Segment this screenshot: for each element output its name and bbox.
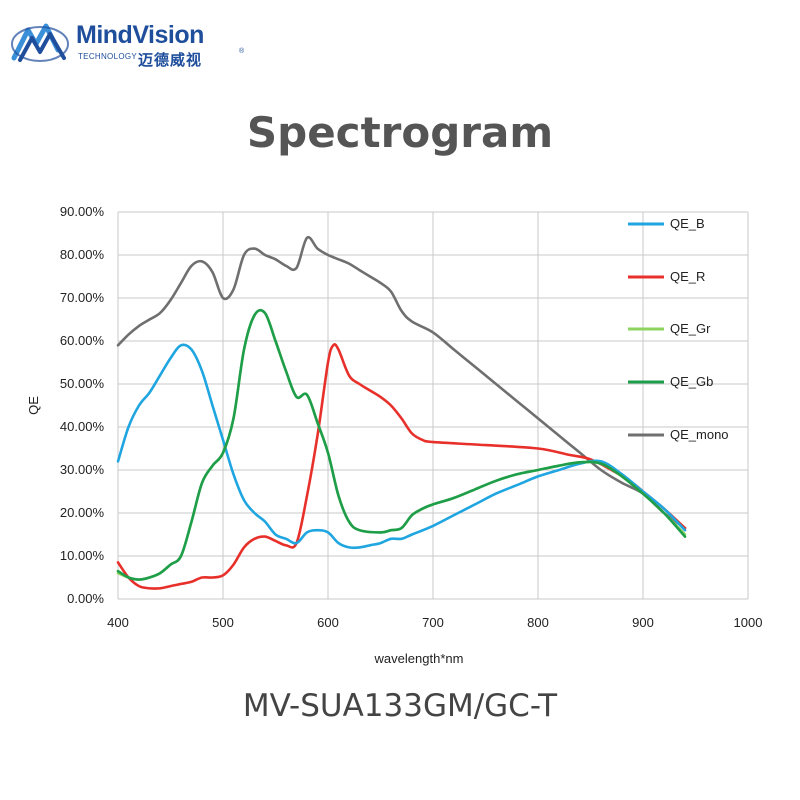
chart-series-lines (116, 235, 687, 590)
legend-label: QE_B (670, 216, 705, 231)
legend-label: QE_R (670, 269, 705, 284)
qe-spectrum-chart: 0.00% 10.00% 20.00% 30.00% 40.00% 50.00% 60.00… (26, 204, 762, 666)
x-axis-ticks: 400 500 600 700 800 900 1000 (107, 615, 762, 630)
y-tick-label: 70.00% (60, 290, 105, 305)
y-tick-label: 80.00% (60, 247, 105, 262)
legend-label: QE_Gb (670, 374, 713, 389)
x-tick-label: 700 (422, 615, 444, 630)
x-tick-label: 500 (212, 615, 234, 630)
y-tick-label: 50.00% (60, 376, 105, 391)
series-line-qe-mono (116, 235, 687, 530)
y-tick-label: 20.00% (60, 505, 105, 520)
page-title: Spectrogram (246, 108, 554, 157)
chart-grid (117, 211, 749, 600)
x-tick-label: 400 (107, 615, 129, 630)
x-tick-label: 900 (632, 615, 654, 630)
camera-model-label: MV-SUA133GM/GC-T (242, 688, 558, 724)
legend-label: QE_mono (670, 427, 729, 442)
y-tick-label: 60.00% (60, 333, 105, 348)
chart-legend: QE_B QE_R QE_Gr QE_Gb QE_mono (628, 216, 729, 442)
company-logo: MindVision TECHNOLOGY 迈德威视 ® (10, 18, 250, 72)
series-line-qe-b (116, 343, 687, 550)
y-tick-label: 10.00% (60, 548, 105, 563)
mindvision-logo-icon (11, 23, 69, 62)
legend-label: QE_Gr (670, 321, 711, 336)
logo-chinese-name: 迈德威视 (138, 51, 203, 69)
logo-subtitle: TECHNOLOGY (78, 52, 138, 61)
y-axis-label: QE (26, 396, 41, 415)
logo-brand-text: MindVision (76, 21, 204, 49)
registered-mark: ® (239, 48, 245, 55)
y-tick-label: 90.00% (60, 204, 105, 219)
x-tick-label: 800 (527, 615, 549, 630)
y-tick-label: 30.00% (60, 462, 105, 477)
series-line-qe-gb (116, 308, 687, 581)
y-axis-ticks: 0.00% 10.00% 20.00% 30.00% 40.00% 50.00% 60.00… (60, 204, 105, 606)
x-tick-label: 600 (317, 615, 339, 630)
x-axis-label: wavelength*nm (374, 651, 464, 666)
y-tick-label: 40.00% (60, 419, 105, 434)
series-line-qe-r (116, 343, 687, 590)
y-tick-label: 0.00% (67, 591, 104, 606)
x-tick-label: 1000 (734, 615, 763, 630)
